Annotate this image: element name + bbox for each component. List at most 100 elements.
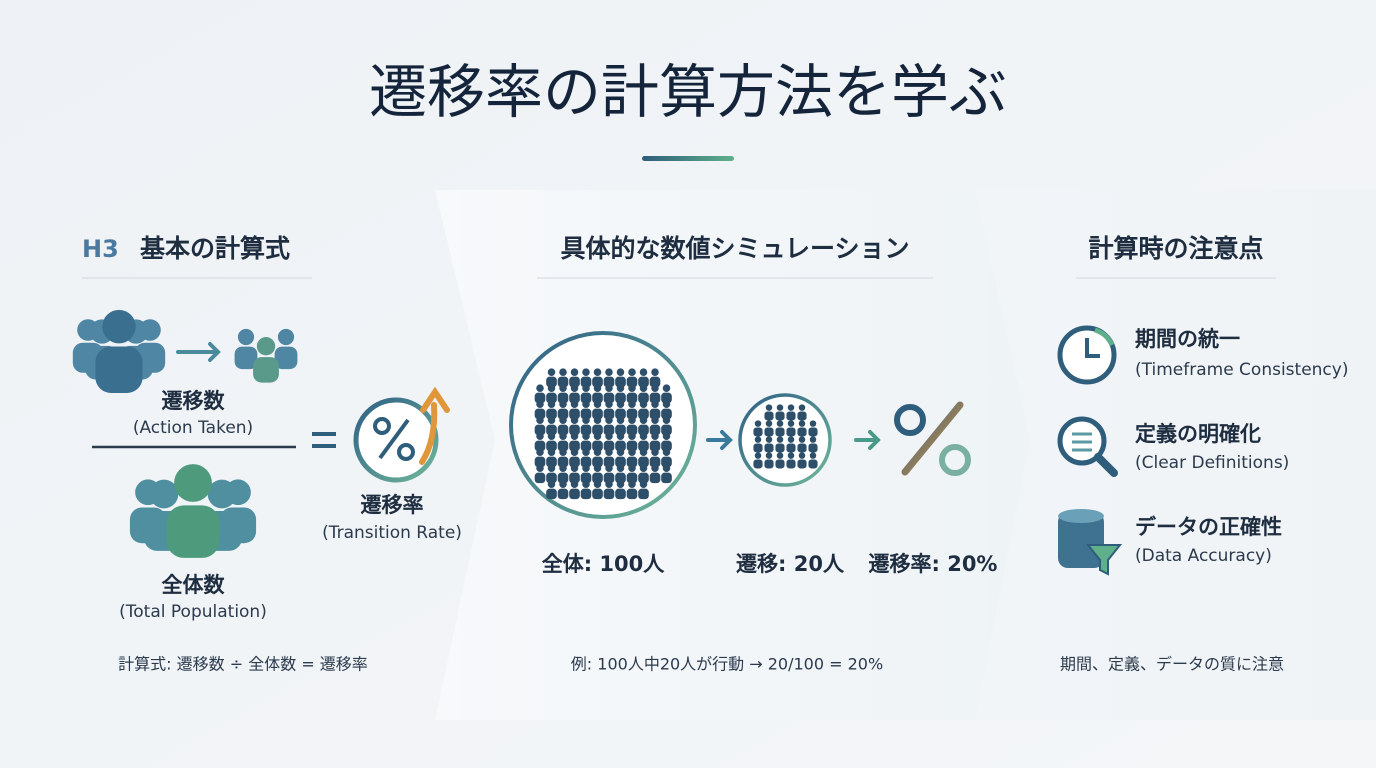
person-head	[662, 400, 671, 408]
person-head	[754, 452, 762, 459]
database-icon	[1058, 512, 1104, 568]
person-body	[775, 459, 785, 469]
person-icon	[808, 420, 818, 437]
person-head	[662, 464, 671, 472]
person-head	[102, 309, 136, 344]
person-head	[662, 448, 671, 456]
person-icon	[626, 384, 638, 404]
person-head	[593, 416, 602, 424]
numerator-sub: (Action Taken)	[133, 418, 253, 438]
percent-slash	[378, 418, 410, 460]
person-head	[536, 464, 544, 472]
person-head	[628, 384, 636, 392]
person-icon	[534, 384, 546, 404]
person-icon	[580, 384, 592, 404]
step-label: 遷移率: 20%	[869, 552, 998, 576]
footer: 計算式: 遷移数 ÷ 全体数 = 遷移率	[118, 655, 368, 674]
person-body	[764, 443, 774, 453]
person-head	[605, 464, 613, 472]
person-head	[547, 400, 556, 408]
person-head	[570, 368, 579, 376]
person-head	[787, 436, 795, 443]
person-icon	[786, 420, 796, 437]
person-body	[546, 408, 557, 420]
person-icon	[534, 416, 546, 436]
person-body	[786, 443, 796, 453]
person-head	[639, 480, 648, 488]
person-head	[651, 368, 659, 376]
title-underline	[642, 156, 734, 161]
person-icon	[649, 432, 661, 452]
database-top	[1058, 509, 1104, 523]
person-icon	[786, 436, 796, 453]
person-head	[651, 432, 659, 440]
person-icon	[580, 480, 592, 500]
person-body	[569, 408, 580, 420]
person-head	[765, 452, 773, 459]
person-head	[559, 368, 567, 376]
person-body	[234, 346, 258, 370]
person-icon	[626, 400, 638, 420]
search-handle	[1094, 453, 1118, 477]
person-body	[569, 392, 580, 404]
person-icon	[534, 400, 546, 420]
person-body	[638, 424, 649, 436]
person-head	[798, 436, 806, 443]
person-icon	[797, 420, 807, 437]
person-head	[787, 404, 795, 411]
person-body	[753, 459, 763, 469]
clock-hands	[1085, 338, 1100, 358]
person-body	[764, 459, 774, 469]
person-body	[661, 440, 672, 452]
person-body	[786, 427, 796, 437]
denominator-sub: (Total Population)	[119, 602, 267, 622]
person-body	[615, 424, 626, 436]
person-icon	[649, 368, 661, 388]
person-body	[808, 427, 818, 437]
footer: 例: 100人中20人が行動 → 20/100 = 20%	[571, 655, 883, 674]
person-icon	[546, 384, 557, 404]
person-body	[580, 392, 592, 404]
person-icon	[615, 464, 626, 484]
person-body	[626, 376, 638, 388]
person-head	[616, 384, 625, 392]
person-head	[582, 480, 590, 488]
person-icon	[603, 448, 615, 468]
growth-arrow	[419, 386, 450, 465]
percent-dot	[939, 444, 971, 476]
person-icon	[615, 416, 626, 436]
person-body	[534, 408, 546, 420]
person-head	[798, 452, 806, 459]
person-icon	[534, 432, 546, 452]
person-body	[580, 456, 592, 468]
person-icon	[592, 400, 603, 420]
person-head	[651, 416, 659, 424]
person-icon	[557, 480, 569, 500]
person-body	[569, 488, 580, 500]
person-body	[557, 408, 569, 420]
person-icon	[661, 416, 672, 436]
person-head	[798, 420, 806, 427]
person-body	[638, 392, 649, 404]
person-body	[626, 392, 638, 404]
person-icon	[649, 384, 661, 404]
person-body	[546, 392, 557, 404]
person-head	[651, 400, 659, 408]
person-head	[536, 432, 544, 440]
badge: H3	[82, 235, 119, 263]
person-body	[661, 424, 672, 436]
person-icon	[638, 464, 649, 484]
person-icon	[764, 420, 774, 437]
person-icon	[808, 452, 818, 469]
person-body	[638, 488, 649, 500]
person-head	[536, 384, 544, 392]
person-head	[639, 432, 648, 440]
person-icon	[626, 416, 638, 436]
person-body	[626, 424, 638, 436]
person-icon	[638, 432, 649, 452]
person-head	[628, 480, 636, 488]
person-head	[559, 448, 567, 456]
person-icon	[580, 464, 592, 484]
person-head	[559, 480, 567, 488]
person-icon	[615, 368, 626, 388]
